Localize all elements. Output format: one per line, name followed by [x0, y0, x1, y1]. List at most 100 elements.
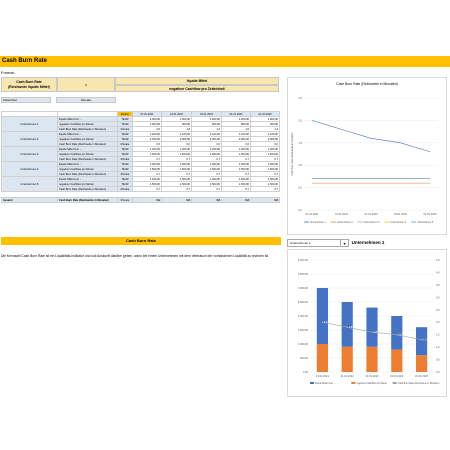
- header-liquid-label: liquide Mittel: [115, 77, 279, 85]
- line-chart-panel: Cash Burn Rate (Reichweite in Monaten) 2…: [287, 77, 447, 235]
- legend-swatch: [351, 382, 356, 384]
- cbr-data-label: 1,3: [423, 338, 427, 342]
- section2-title-bar: Cash Burn Rate: [1, 237, 281, 245]
- unit-selector-label: Zeiteinheit: [1, 97, 51, 103]
- total-cell: 0,9: [132, 197, 162, 203]
- cbr-point: [420, 338, 423, 341]
- cbr-data-label: 2,0: [324, 320, 328, 324]
- company-name: Unternehmen 1: [1, 116, 58, 132]
- company-name: Unternehmen 4: [1, 161, 58, 177]
- y2-tick-label: 3,0: [436, 295, 440, 299]
- x-tick-label: 01.01.2023: [365, 212, 379, 216]
- x-tick-label: 01.01.2023: [366, 374, 380, 378]
- total-name: Gesamt: [1, 197, 58, 203]
- cbr-point: [346, 326, 348, 328]
- total-label: Cash Burn Rate (Reichweite in Monaten): [57, 197, 118, 203]
- chevron-down-icon[interactable]: ▾: [340, 240, 348, 247]
- y2-tick-label: 2,5: [436, 308, 440, 312]
- legend-label: Cash Burn Rate (Reichweite in Monaten): [398, 382, 440, 385]
- total-cell: 0,8: [191, 197, 222, 203]
- x-tick-label: 01.01.2025: [415, 374, 429, 378]
- bar-neg-cashflow: [391, 349, 403, 372]
- company-dropdown[interactable]: Unternehmen 1 ▾: [287, 239, 349, 247]
- unit-selector[interactable]: Monate: [56, 97, 116, 103]
- y-tick-label: 1,5: [298, 141, 302, 145]
- x-tick-label: 01.01.2022: [335, 212, 349, 216]
- y-tick-label: 0,0: [298, 208, 302, 212]
- bar-chart: 4.000,00 3.500,00 3.000,00 2.500,00 2.000,00…: [298, 258, 440, 385]
- cbr-data-label: 1,8: [349, 325, 353, 329]
- table-row: Cash Burn Rate (Reichweite in Monaten) Mo…: [2, 186, 280, 192]
- y-tick-label: 1.000,00: [298, 342, 309, 346]
- total-cell: 0,8: [250, 197, 280, 203]
- cbr-data-label: 1,6: [374, 330, 378, 334]
- y-tick-label: 1.500,00: [298, 328, 309, 332]
- y2-tick-label: 2,0: [436, 320, 440, 324]
- table-row: Unternehmen 2 liquide Mittel zum ... TEUR 1…: [1, 131, 280, 147]
- y-tick-label: 3.500,00: [298, 272, 309, 276]
- company-name: Unternehmen 2: [1, 131, 58, 147]
- page-title: Cash Burn Rate: [0, 56, 450, 67]
- cbr-data-label: 1,5: [398, 333, 402, 337]
- bar-liquid-funds: [366, 307, 378, 347]
- legend-label: Unternehmen 1: [310, 221, 327, 224]
- bar-liquid-funds: [341, 302, 353, 347]
- series-line: [311, 120, 431, 153]
- y2-tick-label: 3,5: [436, 283, 440, 287]
- legend-label: Unternehmen 3: [364, 221, 381, 224]
- table-cell: 0,7: [250, 186, 280, 192]
- y-tick-label: 2.500,00: [298, 300, 309, 304]
- header-left-title: Cash Burn Rate (Reichweite liquide Mitte…: [1, 77, 57, 92]
- x-tick-label: 01.01.2021: [316, 374, 330, 378]
- bar-liquid-funds: [316, 288, 328, 344]
- table-row: Cash Burn Rate (Reichweite in Monaten) Mo…: [2, 156, 280, 162]
- format-label: Format:: [1, 70, 15, 75]
- company-name: Unternehmen 5: [1, 176, 58, 192]
- header-x-symbol: x: [57, 77, 115, 92]
- bar-neg-cashflow: [316, 344, 328, 372]
- x-tick-label: 01.01.2025: [424, 212, 438, 216]
- total-unit: Monate: [117, 197, 133, 203]
- bar-neg-cashflow: [366, 346, 378, 372]
- line-chart-title: Cash Burn Rate (Reichweite in Monaten): [336, 82, 398, 86]
- total-cell: 0,8: [221, 197, 251, 203]
- bar-neg-cashflow: [416, 355, 428, 372]
- y-axis-label: Cash Burn Rate (Reichweite in Monaten): [291, 132, 294, 176]
- y-tick-label: 2.000,00: [298, 314, 309, 318]
- legend-label: Unternehmen 5: [417, 221, 434, 224]
- legend-label: liquide Mittel zum ...: [315, 382, 336, 385]
- y-tick-label: 500,00: [300, 356, 308, 360]
- cbr-point: [371, 331, 373, 333]
- x-tick-label: 01.01.2024: [390, 374, 404, 378]
- header-neg-cf-label: negativer Cashflow pro Zeiteinheit: [115, 85, 279, 92]
- y-tick-label: 0,5: [298, 186, 302, 190]
- y2-tick-label: 0,5: [436, 358, 440, 362]
- x-tick-label: 01.01.2024: [394, 212, 408, 216]
- bar-liquid-funds: [416, 327, 428, 356]
- data-table: Einheit 01.01.2021 01.01.2022 01.01.2023 01.…: [1, 111, 280, 203]
- bar-chart-panel: Unternehmen 1 4.000,00 3.500,00 3.000,00 2.…: [287, 240, 447, 397]
- y-tick-label: 2,5: [298, 96, 302, 100]
- legend-swatch: [392, 382, 397, 384]
- line-chart: 2,5 2,0 1,5 1,0 0,5 0,0 Cash Burn Rate (Reichw…: [291, 96, 438, 224]
- y-tick-label: 1,0: [298, 163, 302, 167]
- y-tick-label: 0,00: [303, 370, 309, 374]
- bar-chart-title: Unternehmen 1: [351, 240, 385, 245]
- y2-tick-label: 1,5: [436, 333, 440, 337]
- x-tick-label: 01.01.2021: [306, 212, 320, 216]
- legend-label: negativer Cashflow pro Monat: [356, 382, 387, 385]
- company-name: Unternehmen 3: [1, 146, 58, 162]
- total-row: Gesamt Cash Burn Rate (Reichweite in Mona…: [1, 197, 280, 203]
- y2-tick-label: 4,5: [436, 258, 440, 262]
- total-cell: 0,8: [161, 197, 192, 203]
- section2-description: Die Kennzahl Cash Burn Rate ist ein Liqu…: [1, 254, 269, 258]
- company-dropdown-value: Unternehmen 1: [290, 241, 311, 245]
- bar-liquid-funds: [391, 316, 403, 350]
- legend-swatch: [310, 382, 314, 384]
- x-tick-label: 01.01.2022: [341, 374, 355, 378]
- legend-label: Unternehmen 2: [337, 221, 354, 224]
- y-tick-label: 2,0: [298, 118, 302, 122]
- y-tick-label: 3.000,00: [298, 286, 309, 290]
- cbr-point: [396, 333, 398, 336]
- table-row: Unternehmen 1 liquide Mittel zum ... TEUR 2…: [1, 116, 280, 132]
